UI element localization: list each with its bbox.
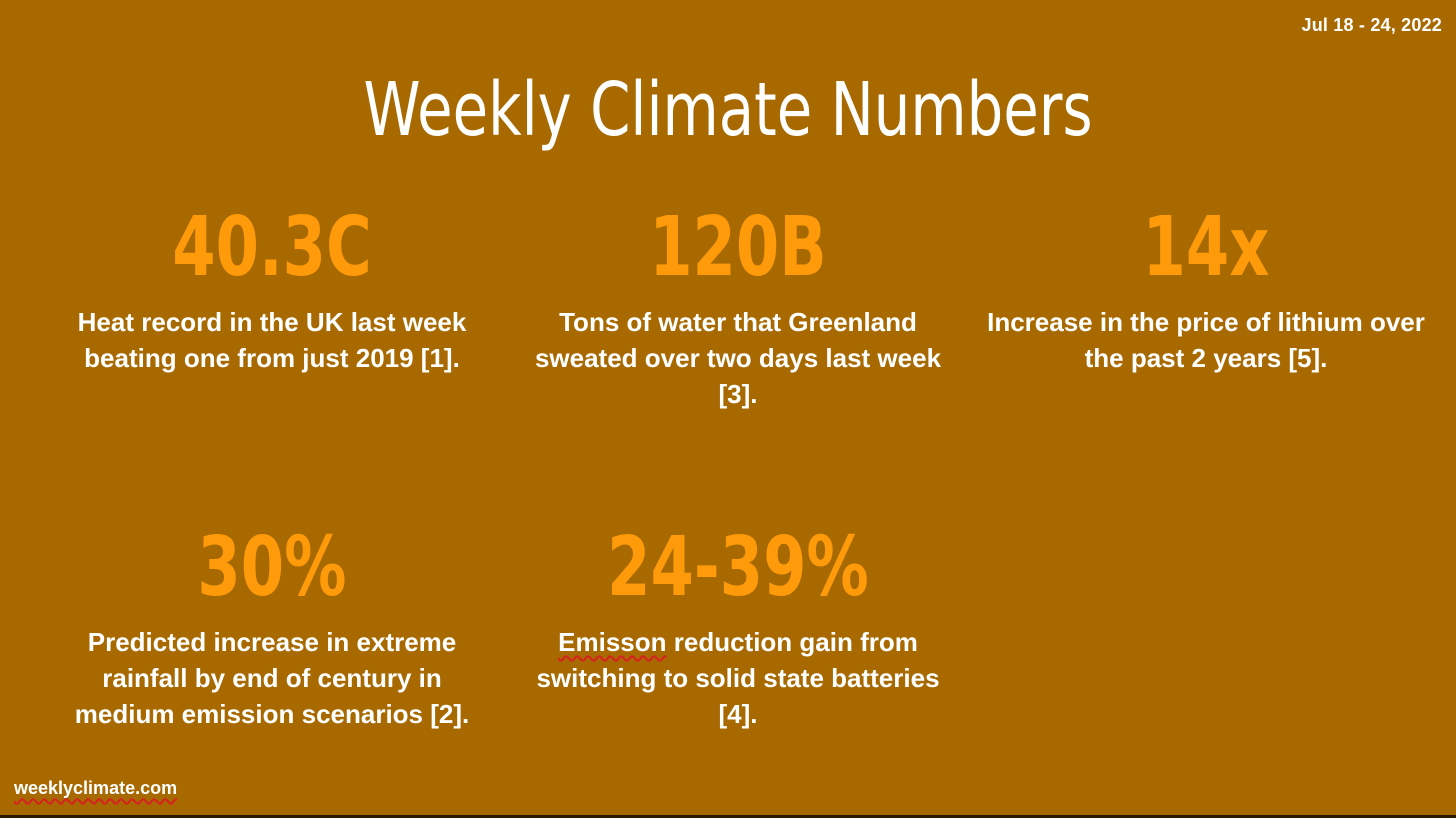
stat-description: Predicted increase in extreme rainfall b… bbox=[74, 627, 470, 729]
stat-solid-state-batteries: 24-39% Emisson reduction gain from switc… bbox=[518, 520, 958, 732]
stat-description: Heat record in the UK last week beating … bbox=[77, 307, 467, 373]
site-url[interactable]: weeklyclimate.com bbox=[14, 778, 177, 799]
stat-extreme-rainfall: 30% Predicted increase in extreme rainfa… bbox=[52, 520, 492, 732]
date-range: Jul 18 - 24, 2022 bbox=[1301, 15, 1442, 35]
stat-value: 24-39% bbox=[607, 520, 869, 615]
stat-description: Increase in the price of lithium over th… bbox=[987, 307, 1425, 373]
site-url-text[interactable]: weeklyclimate.com bbox=[14, 778, 178, 798]
spellcheck-flagged-word[interactable]: Emisson bbox=[558, 627, 667, 657]
bottom-border bbox=[0, 815, 1456, 818]
stat-greenland-water: 120B Tons of water that Greenland sweate… bbox=[518, 200, 958, 412]
stat-value: 40.3C bbox=[172, 200, 372, 295]
stat-value: 120B bbox=[649, 200, 827, 295]
page-title: Weekly Climate Numbers bbox=[363, 67, 1093, 153]
stat-value: 14x bbox=[1142, 200, 1270, 295]
stat-description-rest: reduction gain from switching to solid s… bbox=[536, 627, 940, 729]
stat-heat-record: 40.3C Heat record in the UK last week be… bbox=[52, 200, 492, 376]
stat-value: 30% bbox=[197, 520, 347, 615]
stat-description: Tons of water that Greenland sweated ove… bbox=[534, 307, 942, 409]
stat-description: Emisson reduction gain from switching to… bbox=[518, 624, 958, 732]
stat-lithium-price: 14x Increase in the price of lithium ove… bbox=[986, 200, 1426, 376]
